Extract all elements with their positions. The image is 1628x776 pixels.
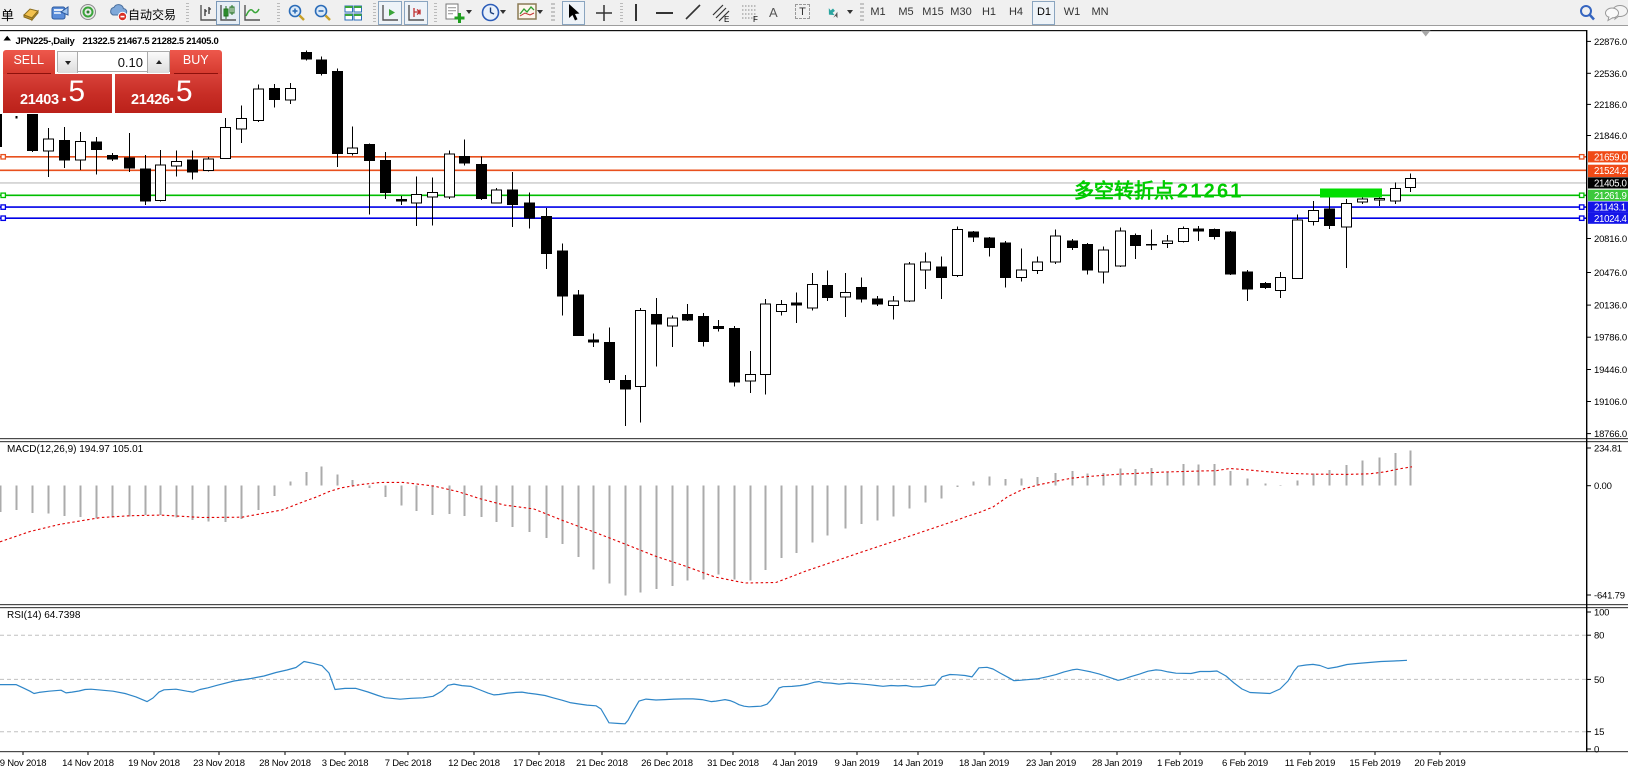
svg-text:21143.1: 21143.1 — [1594, 203, 1626, 214]
svg-text:80: 80 — [1594, 631, 1604, 642]
svg-text:21405.0: 21405.0 — [1594, 179, 1628, 190]
svg-text:JPN225-,Daily: JPN225-,Daily — [16, 36, 76, 47]
svg-text:23 Nov 2018: 23 Nov 2018 — [193, 758, 245, 769]
svg-text:20 Feb 2019: 20 Feb 2019 — [1414, 758, 1465, 769]
svg-text:RSI(14) 64.7398: RSI(14) 64.7398 — [7, 610, 81, 621]
svg-text:MACD(12,26,9) 194.97 105.01: MACD(12,26,9) 194.97 105.01 — [7, 444, 144, 455]
svg-text:11 Feb 2019: 11 Feb 2019 — [1285, 758, 1335, 769]
svg-text:0: 0 — [1594, 745, 1599, 756]
svg-text:7 Dec 2018: 7 Dec 2018 — [385, 758, 432, 769]
svg-text:19786.0: 19786.0 — [1594, 333, 1627, 344]
svg-text:21524.2: 21524.2 — [1594, 166, 1627, 177]
svg-text:21846.0: 21846.0 — [1594, 131, 1627, 142]
svg-text:28 Jan 2019: 28 Jan 2019 — [1092, 758, 1142, 769]
svg-text:0.00: 0.00 — [1594, 481, 1612, 492]
svg-text:26 Dec 2018: 26 Dec 2018 — [641, 758, 693, 769]
svg-text:14 Jan 2019: 14 Jan 2019 — [893, 758, 943, 769]
svg-text:-641.79: -641.79 — [1594, 591, 1625, 602]
svg-text:3 Dec 2018: 3 Dec 2018 — [322, 758, 369, 769]
svg-text:20476.0: 20476.0 — [1594, 268, 1627, 279]
svg-text:19 Nov 2018: 19 Nov 2018 — [128, 758, 180, 769]
svg-text:21322.5 21467.5 21282.5 21405.: 21322.5 21467.5 21282.5 21405.0 — [83, 36, 219, 47]
svg-text:234.81: 234.81 — [1594, 444, 1622, 455]
svg-text:15 Feb 2019: 15 Feb 2019 — [1349, 758, 1400, 769]
svg-text:19446.0: 19446.0 — [1594, 365, 1627, 376]
svg-text:17 Dec 2018: 17 Dec 2018 — [513, 758, 565, 769]
svg-text:50: 50 — [1594, 675, 1604, 686]
svg-text:18766.0: 18766.0 — [1594, 429, 1627, 440]
svg-text:28 Nov 2018: 28 Nov 2018 — [259, 758, 311, 769]
svg-text:12 Dec 2018: 12 Dec 2018 — [448, 758, 500, 769]
svg-text:100: 100 — [1594, 608, 1609, 619]
svg-text:22536.0: 22536.0 — [1594, 69, 1627, 80]
svg-text:4 Jan 2019: 4 Jan 2019 — [772, 758, 817, 769]
svg-text:E: E — [724, 15, 729, 23]
svg-text:21 Dec 2018: 21 Dec 2018 — [576, 758, 628, 769]
svg-text:9 Nov 2018: 9 Nov 2018 — [0, 758, 46, 769]
svg-text:23 Jan 2019: 23 Jan 2019 — [1026, 758, 1076, 769]
svg-text:20816.0: 20816.0 — [1594, 234, 1627, 245]
svg-text:22876.0: 22876.0 — [1594, 37, 1627, 48]
svg-text:31 Dec 2018: 31 Dec 2018 — [707, 758, 759, 769]
svg-text:15: 15 — [1594, 727, 1604, 738]
svg-text:22186.0: 22186.0 — [1594, 100, 1627, 111]
svg-text:1 Feb 2019: 1 Feb 2019 — [1157, 758, 1203, 769]
svg-text:21024.4: 21024.4 — [1594, 214, 1628, 225]
svg-text:9 Jan 2019: 9 Jan 2019 — [834, 758, 879, 769]
svg-text:18 Jan 2019: 18 Jan 2019 — [959, 758, 1009, 769]
svg-text:19106.0: 19106.0 — [1594, 397, 1627, 408]
svg-text:F: F — [753, 15, 758, 23]
svg-text:20136.0: 20136.0 — [1594, 301, 1627, 312]
svg-text:21659.0: 21659.0 — [1594, 152, 1628, 163]
svg-text:21261.9: 21261.9 — [1594, 191, 1627, 202]
svg-text:6 Feb 2019: 6 Feb 2019 — [1222, 758, 1268, 769]
svg-text:14 Nov 2018: 14 Nov 2018 — [62, 758, 114, 769]
